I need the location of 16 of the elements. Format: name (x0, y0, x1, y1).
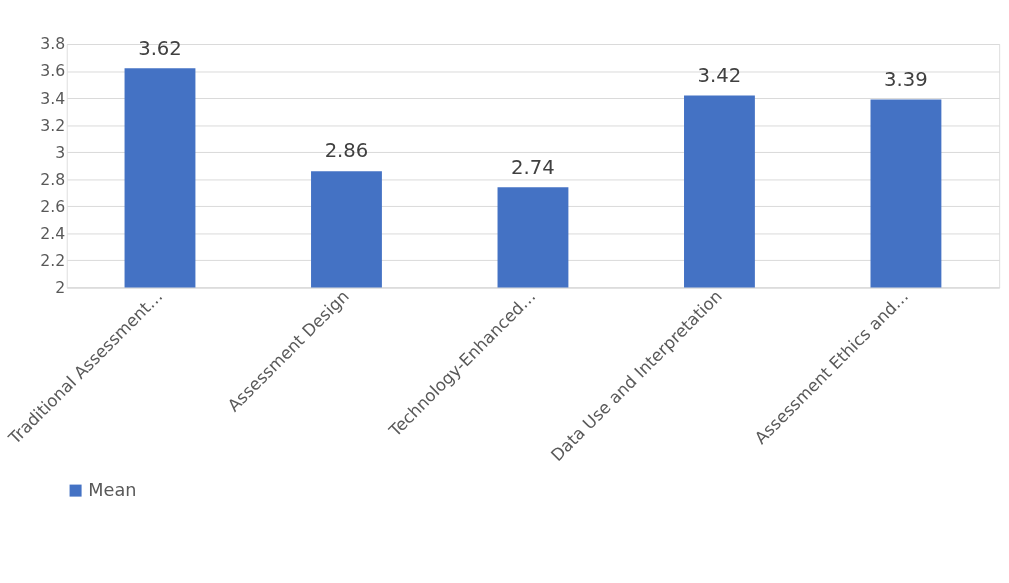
legend-label: Mean (88, 479, 137, 500)
data-label: 2.74 (511, 155, 555, 179)
y-tick-label: 2.2 (40, 250, 66, 270)
data-label: 3.39 (884, 67, 928, 91)
y-tick-label: 3.8 (40, 34, 66, 54)
y-tick-label: 2.8 (40, 169, 66, 189)
y-tick-label: 2.4 (40, 223, 66, 243)
y-tick-label: 3.2 (40, 115, 66, 135)
y-tick-label: 2.6 (40, 196, 66, 216)
data-label: 2.86 (324, 139, 369, 163)
data-label: 3.42 (697, 63, 742, 87)
y-tick-label: 3.4 (40, 88, 66, 108)
data-label: 3.62 (138, 36, 182, 60)
y-tick-label: 3 (55, 142, 66, 162)
y-tick-label: 3.6 (40, 61, 66, 81)
y-tick-label: 2 (55, 277, 66, 297)
